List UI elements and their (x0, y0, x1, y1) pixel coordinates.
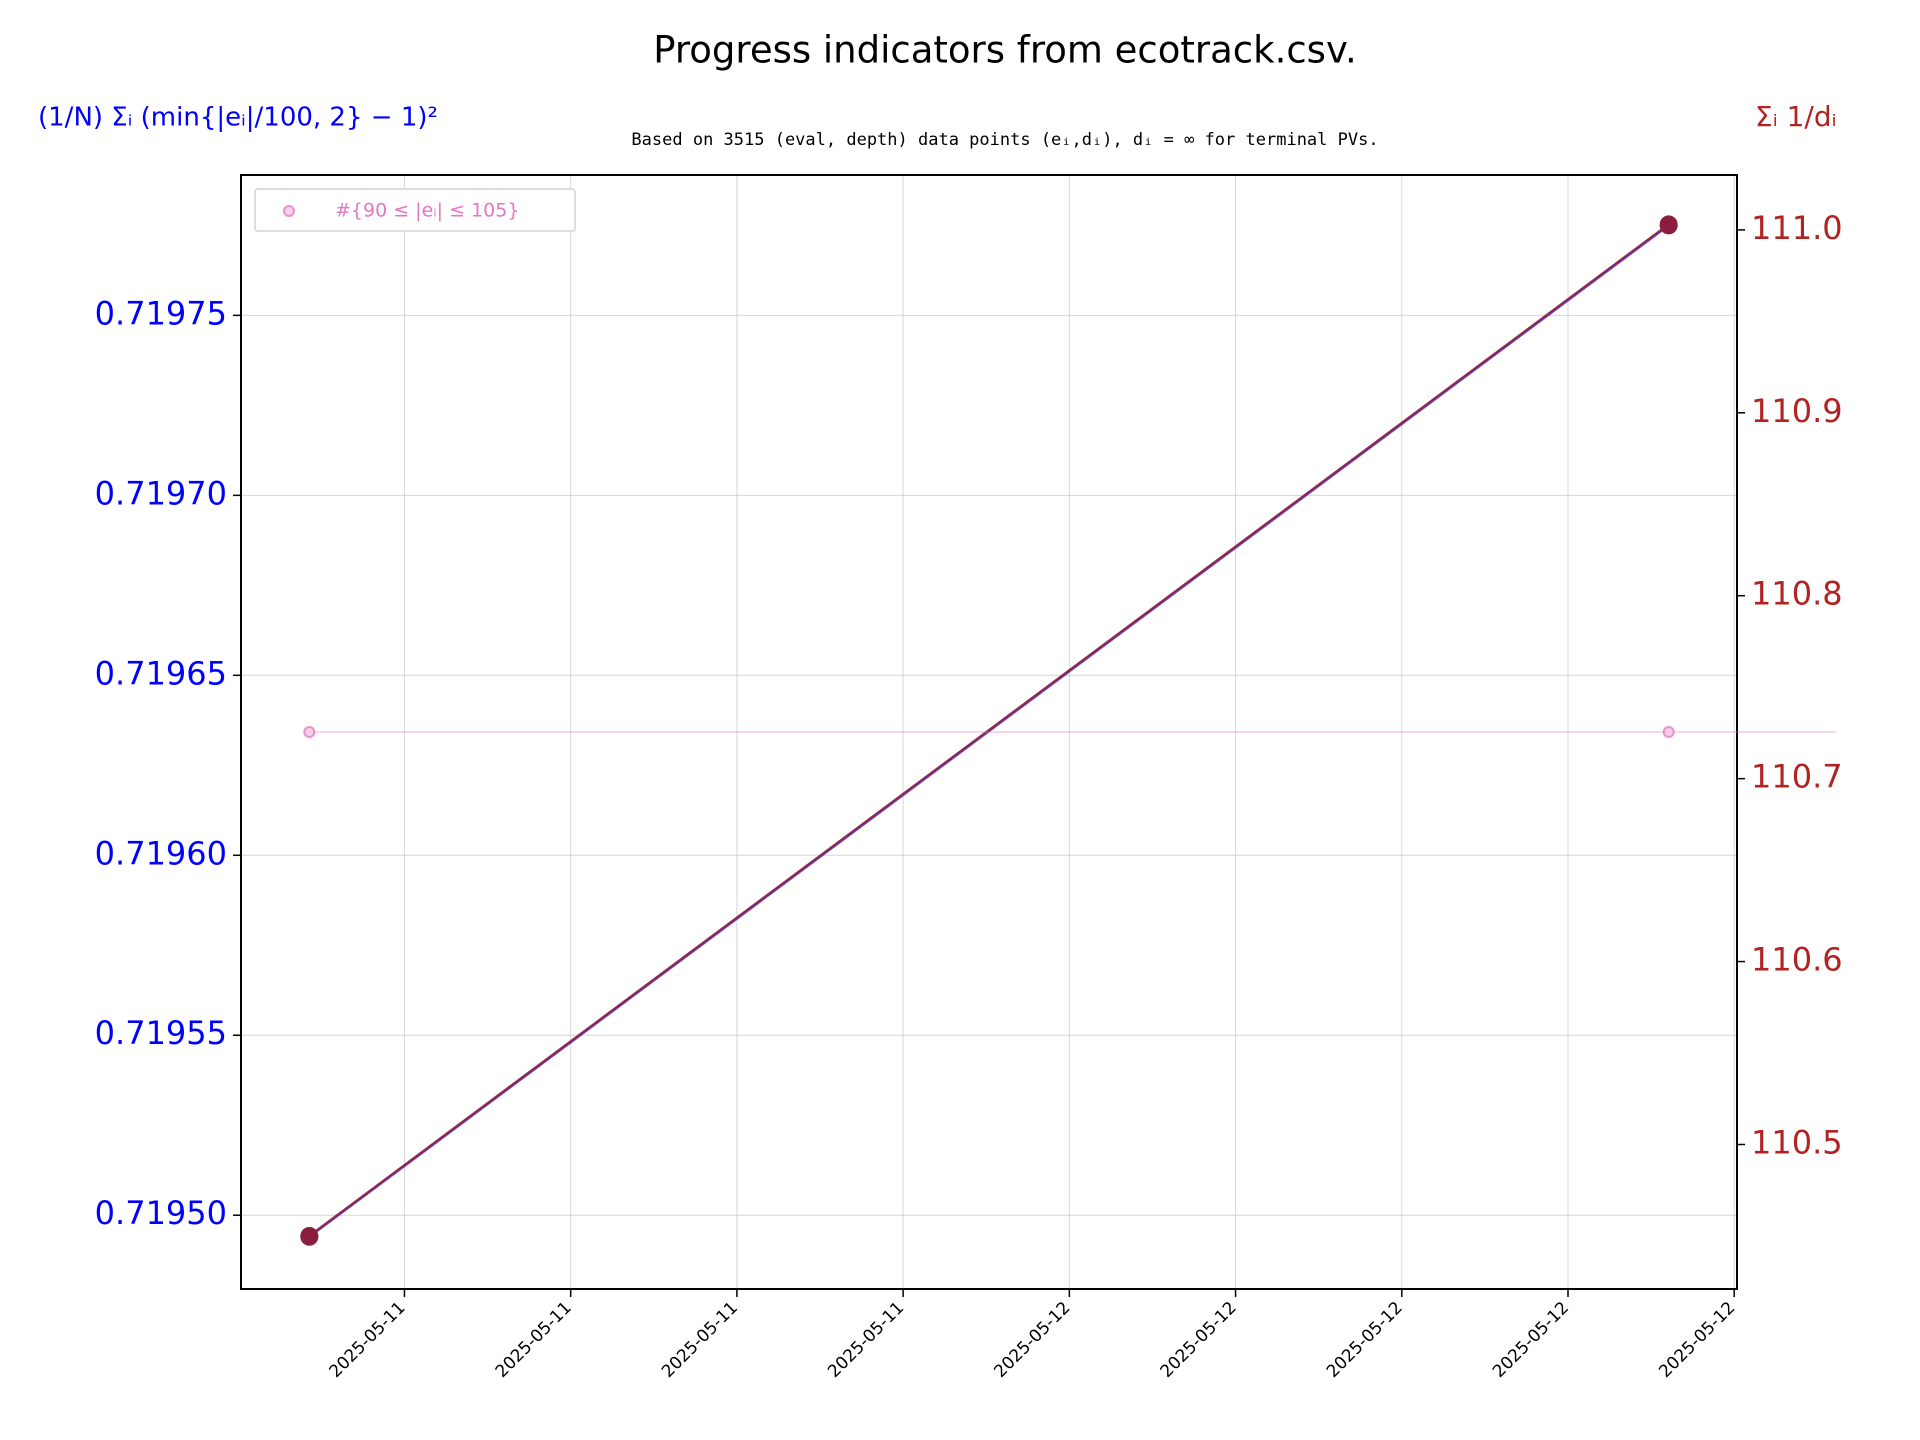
y-tick-label: 0.71975 (95, 294, 227, 332)
y-tick-label: 0.71970 (95, 474, 227, 512)
y-tick-label: 0.71955 (95, 1014, 227, 1052)
x-tick-label: 2025-05-12 (1655, 1298, 1739, 1382)
legend-box (254, 188, 576, 232)
y2-tick-label: 110.8 (1751, 575, 1843, 613)
chart-subtitle: Based on 3515 (eval, depth) data points … (631, 130, 1378, 150)
data-point (1662, 726, 1675, 738)
legend-marker (283, 205, 295, 217)
y-tick-label: 0.71950 (95, 1194, 227, 1232)
x-tick-label: 2025-05-12 (1489, 1298, 1573, 1382)
y2-tick-label: 110.9 (1751, 392, 1843, 430)
x-tick-label: 2025-05-11 (492, 1298, 576, 1382)
y2-tick-label: 110.5 (1751, 1123, 1843, 1161)
y-tick-label: 0.71960 (95, 834, 227, 872)
series-line (308, 223, 1670, 1237)
x-tick-label: 2025-05-11 (658, 1298, 742, 1382)
y-tick-label: 0.71965 (95, 654, 227, 692)
x-tick-label: 2025-05-11 (326, 1298, 410, 1382)
chart-title: Progress indicators from ecotrack.csv. (653, 29, 1357, 72)
x-tick-label: 2025-05-12 (1323, 1298, 1407, 1382)
legend-label: #{90 ≤ |eᵢ| ≤ 105} (335, 200, 519, 222)
data-point (300, 1226, 319, 1245)
x-tick-label: 2025-05-12 (990, 1298, 1074, 1382)
data-point (1659, 215, 1678, 234)
x-tick-label: 2025-05-11 (824, 1298, 908, 1382)
y2-axis-label: Σᵢ 1/dᵢ (1755, 100, 1837, 133)
y2-tick-label: 111.0 (1751, 209, 1843, 247)
y-axis-label: (1/N) Σᵢ (min{|eᵢ|/100, 2} − 1)² (38, 103, 438, 133)
x-tick-label: 2025-05-12 (1157, 1298, 1241, 1382)
y2-tick-label: 110.7 (1751, 758, 1843, 796)
y2-tick-label: 110.6 (1751, 941, 1843, 979)
data-point (303, 726, 316, 738)
